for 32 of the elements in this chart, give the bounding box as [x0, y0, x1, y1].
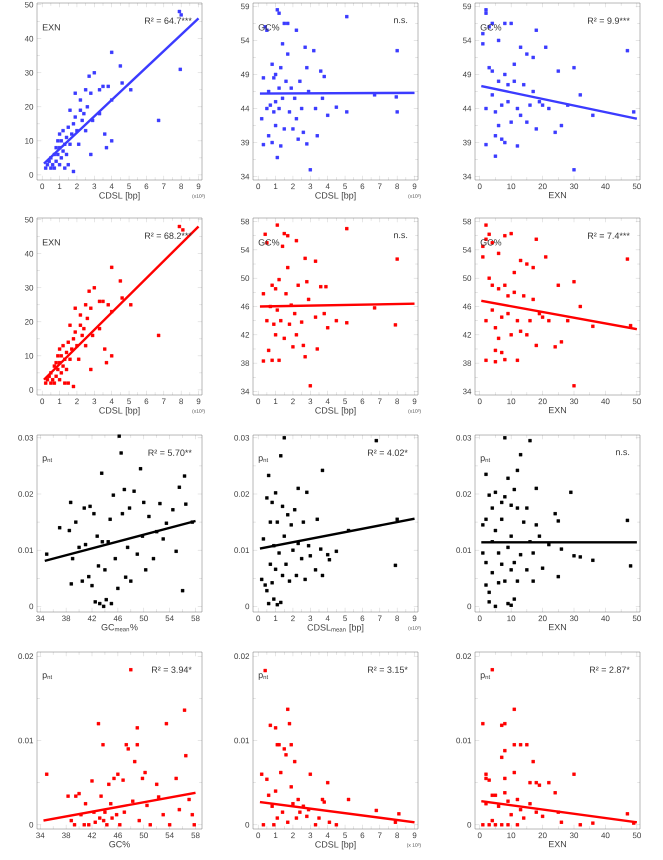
x-axis-title: CDSL$_{mean}$ [bp] [308, 624, 364, 632]
annotation: R² = 3.94* [152, 666, 192, 673]
y-axis-title: p$_{nt}$ [258, 673, 268, 680]
x-axis-title: CDSL [bp] [315, 407, 356, 416]
x-axis-title: GC% [109, 841, 130, 848]
annotation: n.s. [616, 450, 630, 456]
annotation: n.s. [394, 18, 408, 24]
annotation: n.s. [394, 233, 408, 238]
x-axis-title: CDSL [bp] [315, 841, 356, 850]
x-axis-title: CDSL [bp] [99, 407, 140, 416]
annotation: R² = 3.15* [368, 666, 408, 673]
y-axis-title: GC% [480, 24, 502, 31]
x-axis-title: EXN [549, 407, 566, 414]
x-axis-title: CDSL [bp] [99, 192, 140, 200]
annotation: R² = 64.7*** [145, 18, 192, 24]
x-axis-title: CDSL [bp] [315, 192, 356, 200]
y-axis-title: p$_{nt}$ [480, 673, 490, 680]
x-axis-title: EXN [549, 841, 566, 848]
y-axis-title: p$_{nt}$ [480, 456, 490, 463]
y-axis-title: EXN [42, 24, 60, 30]
x-axis-title: GC$_{mean}$% [102, 624, 138, 632]
x-axis-title: EXN [549, 192, 566, 198]
annotation: R² = 2.87* [590, 666, 630, 673]
annotation: R² = 5.70** [148, 450, 192, 456]
y-axis-title: EXN [42, 239, 60, 246]
annotation: R² = 4.02* [368, 450, 408, 456]
y-axis-title: p$_{nt}$ [42, 673, 52, 680]
annotation: R² = 9.9*** [588, 18, 630, 24]
x-axis-title: EXN [549, 624, 566, 630]
annotation: R² = 7.4*** [588, 232, 630, 239]
y-axis-title: p$_{nt}$ [258, 456, 268, 463]
y-axis-title: p$_{nt}$ [42, 456, 52, 463]
